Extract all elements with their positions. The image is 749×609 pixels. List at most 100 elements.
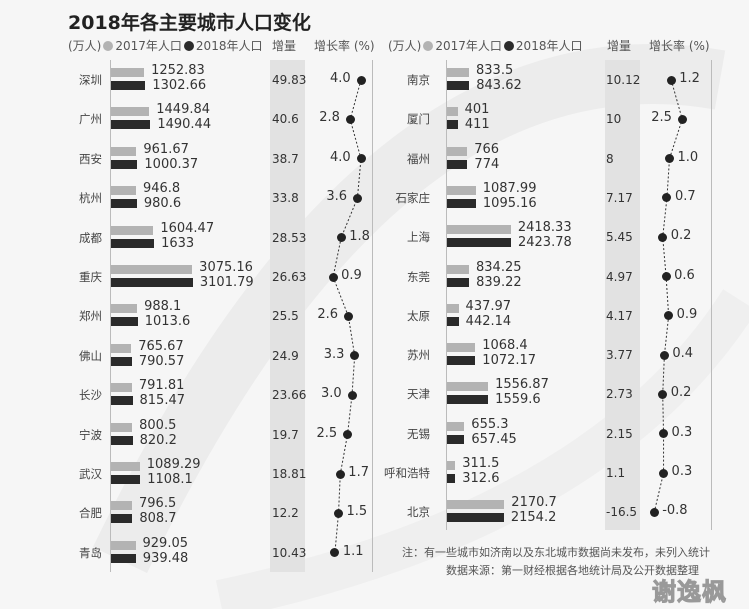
panel-border <box>711 60 712 530</box>
bar-2017 <box>447 185 476 195</box>
city-label: 武汉 <box>79 467 102 481</box>
panel-border <box>372 60 373 572</box>
value-2018: 774 <box>474 156 500 172</box>
increase-value: 3.77 <box>606 348 633 363</box>
increase-value: 28.53 <box>272 230 307 245</box>
chart-source: 数据来源：第一财经根据各地统计局及公开数据整理 <box>446 564 699 577</box>
bar-2017 <box>447 343 476 353</box>
growth-label: 0.2 <box>670 228 692 244</box>
city-label: 长沙 <box>79 388 102 403</box>
legend-2017-swatch <box>103 41 114 51</box>
value-2018: 3101.79 <box>199 275 254 290</box>
value-2018: 312.6 <box>462 471 500 486</box>
growth-label: 2.6 <box>317 307 339 323</box>
bar-2017 <box>111 540 136 550</box>
city-label: 无锡 <box>407 426 430 441</box>
bar-2018 <box>111 199 137 209</box>
increase-value: 10.12 <box>606 73 641 87</box>
bar-axis <box>110 60 111 572</box>
growth-label: 2.8 <box>319 110 340 126</box>
value-2018: 820.2 <box>139 432 177 448</box>
bar-2017 <box>111 186 136 196</box>
value-2018: 939.48 <box>142 550 189 566</box>
growth-label: 0.3 <box>671 464 693 479</box>
city-label: 呼和浩特 <box>384 466 430 480</box>
growth-point <box>343 430 352 440</box>
value-2018: 839.22 <box>476 274 522 290</box>
growth-point <box>649 507 659 517</box>
bar-2018 <box>111 396 133 406</box>
value-2018: 1013.6 <box>144 314 191 330</box>
value-2017: 311.5 <box>462 456 500 471</box>
increase-value: 2.73 <box>606 387 633 402</box>
city-label: 天津 <box>407 387 430 402</box>
bar-2018 <box>447 474 456 483</box>
growth-label: 2.5 <box>316 425 338 441</box>
value-2017: 401 <box>464 102 490 118</box>
increase-value: 26.63 <box>272 270 307 284</box>
legend-row: (万人) 2017年人口 2018年人口 <box>388 37 582 54</box>
city-label: 东莞 <box>407 269 430 284</box>
growth-point <box>662 193 672 203</box>
growth-point <box>345 114 355 124</box>
bar-2018 <box>111 81 146 90</box>
value-2018: 411 <box>464 117 490 133</box>
value-2017: 1556.87 <box>495 377 549 393</box>
growth-label: 0.6 <box>674 267 695 283</box>
bar-2018 <box>447 277 470 287</box>
bar-2017 <box>447 421 465 431</box>
legend-row: (万人) 2017年人口 2018年人口 <box>68 37 262 54</box>
value-2017: 988.1 <box>144 299 182 315</box>
growth-point <box>352 193 362 203</box>
city-label: 青岛 <box>79 545 102 560</box>
increase-header: 增量 <box>272 39 297 53</box>
bar-2017 <box>111 225 154 235</box>
value-2018: 1559.6 <box>495 392 541 408</box>
growth-label: 0.9 <box>676 306 698 322</box>
growth-label: 0.4 <box>672 346 694 362</box>
bar-2018 <box>447 356 476 366</box>
bar-2018 <box>447 513 504 523</box>
bar-2017 <box>111 501 133 511</box>
city-label: 成都 <box>79 230 102 245</box>
city-label: 石家庄 <box>395 190 431 205</box>
increase-value: 4.17 <box>606 308 633 323</box>
bar-2017 <box>447 382 489 392</box>
growth-point <box>659 350 669 360</box>
value-2018: 1108.1 <box>147 472 193 487</box>
growth-label: 0.9 <box>341 268 362 283</box>
value-2017: 1449.84 <box>156 102 211 118</box>
city-label: 杭州 <box>79 191 102 206</box>
increase-band <box>270 60 305 572</box>
bar-2018 <box>447 120 458 130</box>
legend-2018-label: 2018年人口 <box>515 39 583 53</box>
city-label: 苏州 <box>407 348 430 363</box>
bar-2017 <box>447 107 458 117</box>
increase-value: 24.9 <box>272 348 299 363</box>
legend-2017-label: 2017年人口 <box>435 39 502 53</box>
growth-point <box>334 508 343 518</box>
growth-label: -0.8 <box>662 503 688 519</box>
value-2018: 980.6 <box>143 196 182 212</box>
growth-label: 0.3 <box>671 424 693 440</box>
growth-header: 增长率 (%) <box>314 39 375 53</box>
value-2018: 1302.66 <box>152 78 207 93</box>
value-2018: 1095.16 <box>482 195 537 211</box>
growth-label: 0.2 <box>670 385 692 401</box>
bar-2018 <box>111 278 193 287</box>
growth-point <box>347 390 357 400</box>
increase-value: 40.6 <box>272 112 299 127</box>
growth-point <box>677 114 687 124</box>
bar-2017 <box>111 422 133 432</box>
growth-label: 1.1 <box>342 543 364 559</box>
increase-value: 18.81 <box>272 467 307 481</box>
value-2018: 442.14 <box>465 313 512 329</box>
value-2018: 1490.44 <box>157 117 212 133</box>
city-label: 重庆 <box>79 270 102 284</box>
bar-2018 <box>111 475 141 484</box>
bar-2017 <box>111 304 138 314</box>
value-2018: 843.62 <box>476 78 522 93</box>
increase-value: 10.43 <box>272 545 307 560</box>
value-2017: 834.25 <box>476 259 522 275</box>
growth-point <box>658 232 668 242</box>
